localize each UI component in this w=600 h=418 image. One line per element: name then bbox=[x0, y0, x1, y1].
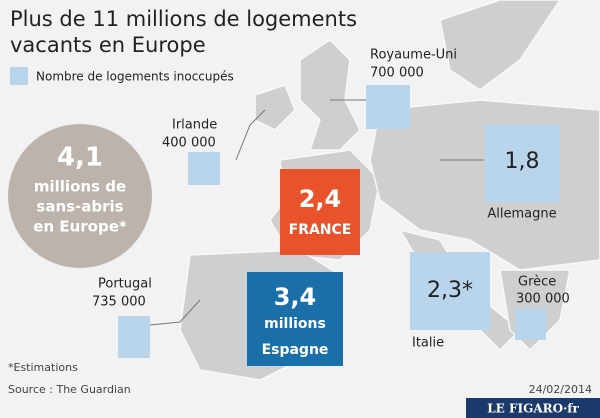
leader-line bbox=[235, 109, 266, 161]
country-square bbox=[188, 152, 220, 185]
country-name: Italie bbox=[412, 336, 444, 351]
country-value: 2,4 bbox=[299, 185, 342, 213]
country-value: 400 000 bbox=[162, 136, 216, 151]
country-value: 3,4 bbox=[274, 283, 317, 311]
country-name: Portugal bbox=[98, 277, 152, 292]
country-name: FRANCE bbox=[289, 222, 352, 238]
legend-swatch bbox=[10, 67, 28, 85]
homeless-value: 4,1 bbox=[57, 143, 103, 173]
country-value: 735 000 bbox=[92, 295, 146, 310]
country-name: Royaume-Uni bbox=[370, 48, 457, 63]
homeless-text: sans-abris bbox=[36, 198, 123, 216]
legend-label: Nombre de logements inoccupés bbox=[36, 70, 234, 84]
country-name: Allemagne bbox=[487, 207, 556, 222]
country-name: Grèce bbox=[518, 275, 556, 290]
country-value: 2,3* bbox=[427, 278, 473, 303]
country-square bbox=[410, 252, 490, 330]
country-square bbox=[366, 85, 410, 129]
homeless-circle bbox=[8, 124, 152, 268]
country-square bbox=[484, 124, 560, 202]
country-value: 700 000 bbox=[370, 66, 424, 81]
country-square bbox=[515, 309, 546, 340]
country-square bbox=[280, 169, 360, 255]
brand: LE FIGARO·fr bbox=[487, 402, 579, 416]
homeless-text: millions de bbox=[34, 178, 126, 196]
country-value: 1,8 bbox=[505, 149, 540, 174]
country-value: 300 000 bbox=[516, 292, 570, 307]
leader-line bbox=[149, 299, 201, 326]
country-unit: millions bbox=[264, 316, 326, 332]
title: Plus de 11 millions de logements bbox=[10, 7, 357, 31]
date: 24/02/2014 bbox=[529, 383, 592, 396]
country-square bbox=[118, 316, 150, 358]
country-name: Irlande bbox=[172, 118, 217, 133]
note: *Estimations bbox=[8, 361, 78, 374]
country-square bbox=[247, 272, 343, 366]
source: Source : The Guardian bbox=[8, 383, 131, 396]
title: vacants en Europe bbox=[10, 33, 206, 57]
brand-bar bbox=[466, 398, 600, 418]
country-name: Espagne bbox=[262, 342, 329, 358]
homeless-text: en Europe* bbox=[33, 218, 127, 236]
